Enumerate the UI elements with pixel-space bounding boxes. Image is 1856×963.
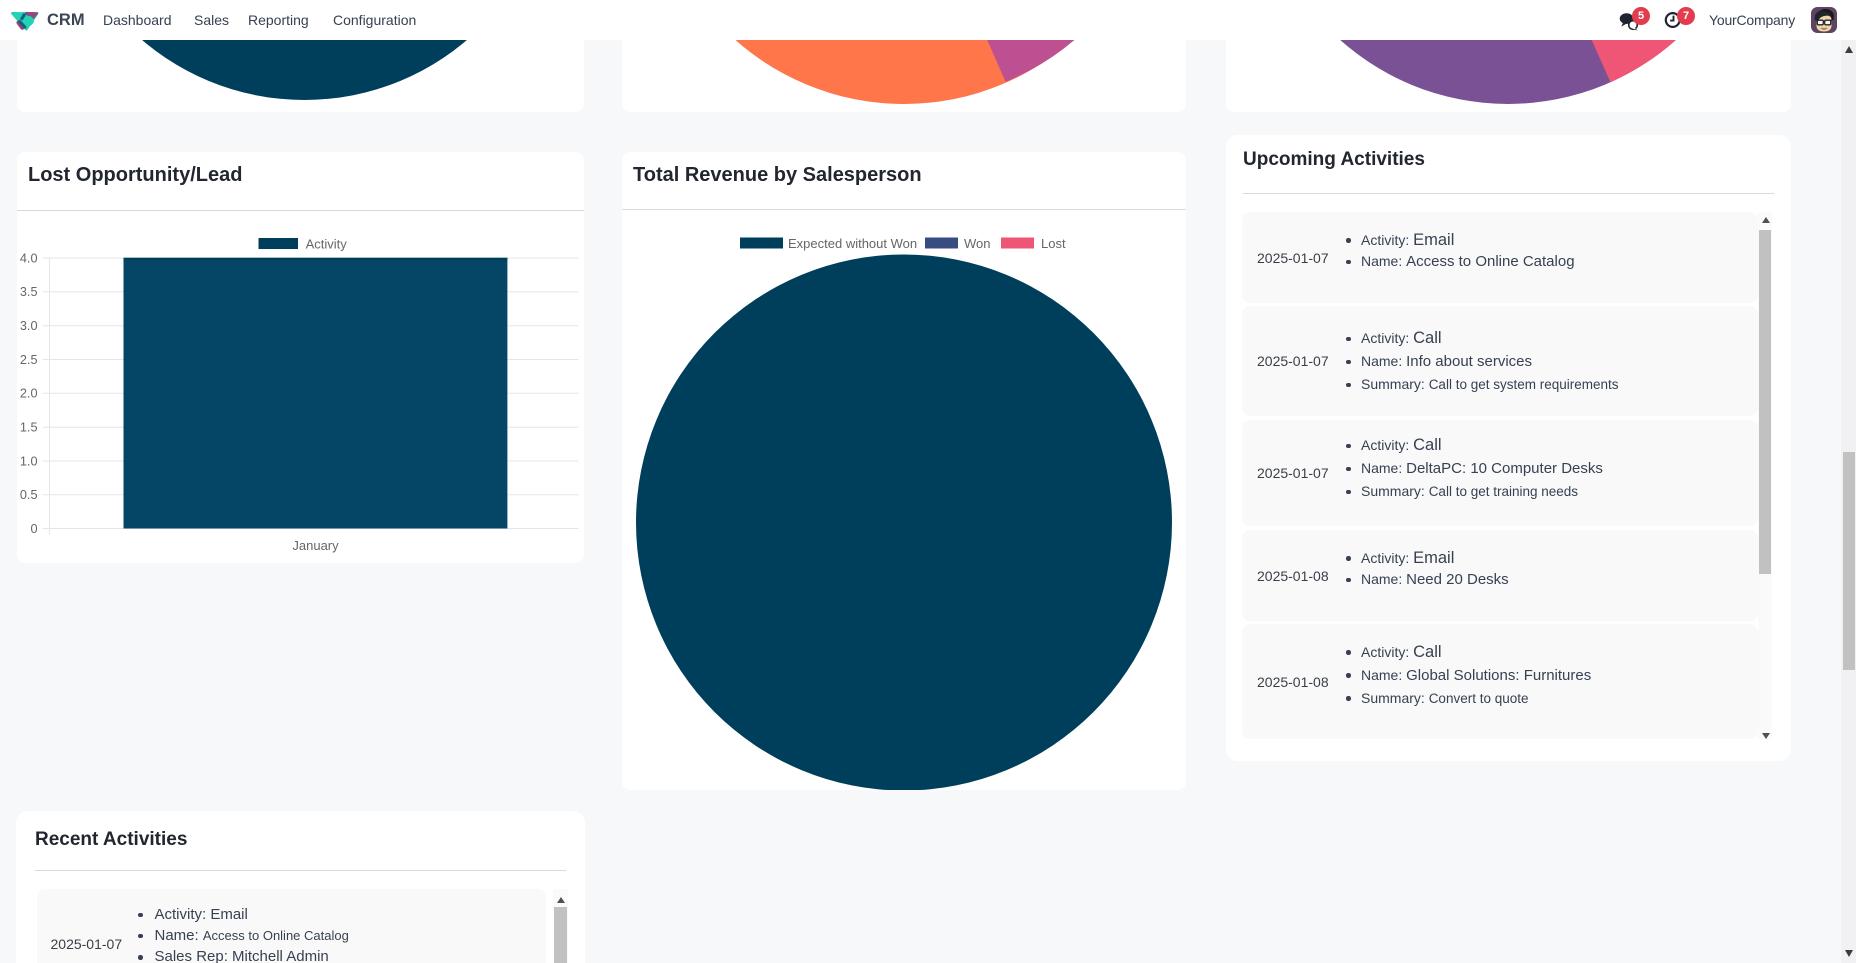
svg-text:1.0: 1.0 (20, 454, 38, 468)
svg-text:2.5: 2.5 (20, 353, 38, 367)
svg-text:Activity: Activity (306, 237, 348, 252)
svg-text:Lost: Lost (1041, 236, 1066, 251)
svg-text:4.0: 4.0 (20, 251, 38, 265)
svg-text:0: 0 (30, 522, 37, 536)
svg-text:Won: Won (964, 236, 991, 251)
svg-text:3.0: 3.0 (20, 319, 38, 333)
svg-text:3.5: 3.5 (20, 285, 38, 299)
svg-text:2.0: 2.0 (20, 387, 38, 401)
svg-text:1.5: 1.5 (20, 420, 38, 434)
svg-text:0.5: 0.5 (20, 488, 38, 502)
svg-text:January: January (292, 538, 339, 553)
svg-text:Expected without Won: Expected without Won (788, 236, 917, 251)
